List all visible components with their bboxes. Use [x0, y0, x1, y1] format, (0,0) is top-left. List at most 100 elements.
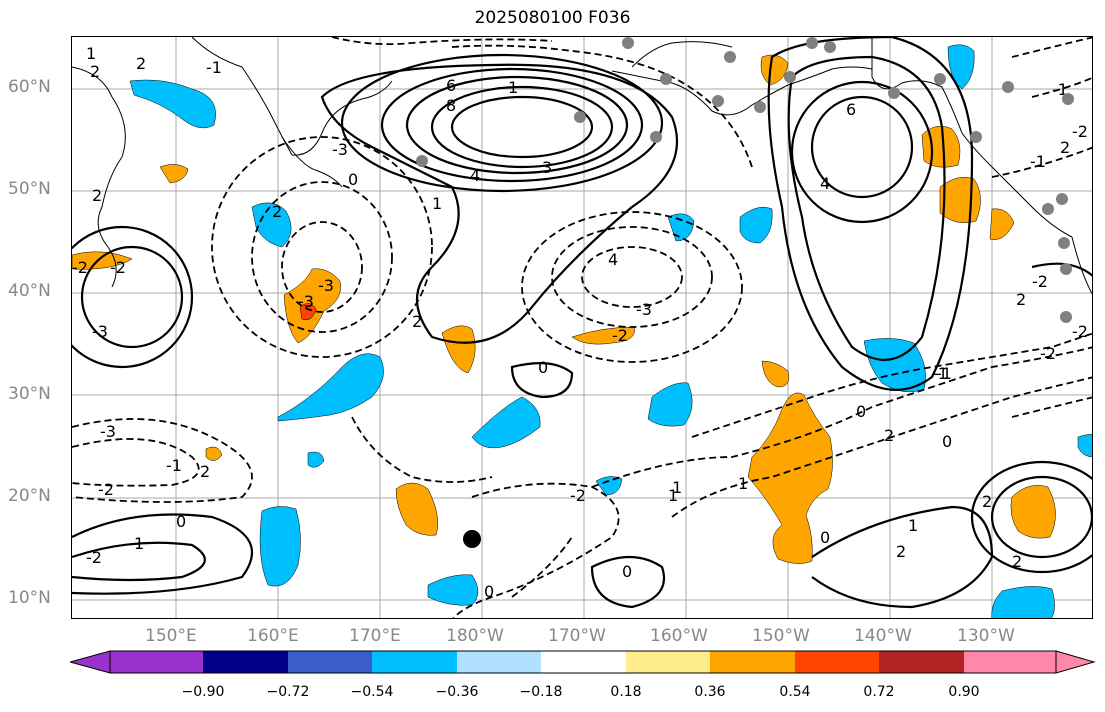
contour-label: -1 [166, 456, 182, 475]
negative-anomaly-patches [129, 44, 1092, 618]
map-canvas: 6 8 4 3 -3 1 0 -3 2 -2 4 -2 2 -3 2 -3 -3… [72, 37, 1092, 618]
contour-label: 2 [982, 492, 992, 511]
station-markers [416, 37, 1074, 323]
contour-label: -3 [332, 140, 348, 159]
contour-label: 0 [484, 582, 494, 601]
colorbar-swatch [626, 651, 710, 673]
contour-label: 0 [820, 528, 830, 547]
coastlines [72, 37, 1092, 295]
contour-label: 2 [896, 542, 906, 561]
positive-anomaly-patches [72, 54, 1056, 564]
colorbar-swatch [203, 651, 288, 673]
graticule [72, 37, 1092, 618]
contour-label: -1 [206, 58, 222, 77]
lat-label-50n: 50°N [8, 179, 51, 199]
colorbar-tick-label: 0.72 [863, 684, 895, 700]
contour-label: 2 [90, 62, 100, 81]
contour-label: -3 [636, 300, 652, 319]
contour-label: 0 [942, 432, 952, 451]
contour-label: 0 [622, 562, 632, 581]
colorbar-swatch [879, 651, 964, 673]
contour-label: -3 [100, 422, 116, 441]
contour-label: 3 [542, 158, 552, 177]
colorbar-tick-label: 0.54 [779, 684, 811, 700]
contour-label: 2 [1016, 290, 1026, 309]
lat-label-10n: 10°N [8, 588, 51, 608]
colorbar-swatch [110, 651, 203, 673]
contour-label: 2 [272, 202, 282, 221]
contour-label: -1 [1052, 80, 1068, 99]
negative-contours [72, 37, 1092, 618]
contour-label: 4 [470, 166, 480, 185]
contour-label: 1 [908, 516, 918, 535]
contour-label: 8 [446, 96, 456, 115]
colorbar-outline [109, 650, 1057, 674]
contour-label: -1 [936, 364, 952, 383]
contour-label: -2 [612, 326, 628, 345]
contour-label: -2 [1040, 344, 1056, 363]
map-panel[interactable]: 6 8 4 3 -3 1 0 -3 2 -2 4 -2 2 -3 2 -3 -3… [71, 36, 1093, 619]
contour-label: 6 [446, 76, 456, 95]
contour-label: -2 [98, 480, 114, 499]
contour-label: 2 [200, 462, 210, 481]
contour-label: -2 [72, 258, 88, 277]
colorbar-tick-label: 0.18 [610, 684, 642, 700]
contour-label: 2 [1060, 138, 1070, 157]
lon-label-170e: 170°E [349, 626, 401, 646]
lon-label-160e: 160°E [247, 626, 299, 646]
contour-label: -3 [318, 276, 334, 295]
contour-label: -2 [110, 258, 126, 277]
lon-label-160w: 160°W [650, 626, 708, 646]
contour-label: 1 [738, 474, 748, 493]
colorbar-swatch [964, 651, 1056, 673]
lon-label-180w: 180°W [446, 626, 504, 646]
reference-point-marker [463, 530, 481, 548]
colorbar-swatch [795, 651, 879, 673]
contour-label: 4 [608, 250, 618, 269]
contour-label: 2 [92, 186, 102, 205]
contour-label: 6 [846, 100, 856, 119]
contour-label: 1 [668, 486, 678, 505]
colorbar-swatch [288, 651, 372, 673]
strong-positive-core [299, 303, 317, 321]
colorbar-swatch [710, 651, 795, 673]
contour-label: -2 [86, 548, 102, 567]
lon-label-150e: 150°E [145, 626, 197, 646]
colorbar-tick-label: −0.54 [350, 684, 394, 700]
colorbar-arrow-left [70, 650, 111, 674]
contour-label: 1 [134, 534, 144, 553]
contour-label: 2 [136, 54, 146, 73]
contour-label: 0 [176, 512, 186, 531]
colorbar-swatch [541, 651, 626, 673]
colorbar-tick-label: −0.90 [181, 684, 225, 700]
lon-label-150w: 150°W [752, 626, 810, 646]
contour-label: 0 [538, 358, 548, 377]
contour-label: 1 [672, 478, 682, 497]
contour-label: 1 [86, 44, 96, 63]
contour-label: 1 [432, 194, 442, 213]
colorbar-tick-label: −0.72 [266, 684, 310, 700]
contour-label: -2 [570, 486, 586, 505]
contour-label: 0 [856, 402, 866, 421]
positive-contours [72, 37, 1092, 609]
lon-label-170w: 170°W [548, 626, 606, 646]
colorbar-tick-label: 0.90 [948, 684, 980, 700]
contour-label: -1 [1030, 152, 1046, 171]
contour-label: -3 [298, 292, 314, 311]
colorbar-swatch [372, 651, 457, 673]
contour-label: 2 [412, 312, 422, 331]
lat-label-60n: 60°N [8, 77, 51, 97]
lat-label-20n: 20°N [8, 486, 51, 506]
colorbar-swatch [457, 651, 541, 673]
contour-label: -3 [92, 322, 108, 341]
contour-label: 2 [884, 426, 894, 445]
contour-label: -2 [1072, 322, 1088, 341]
contour-label: -2 [1072, 122, 1088, 141]
colorbar-tick-label: 0.36 [694, 684, 726, 700]
colorbar-tick-label: −0.18 [519, 684, 563, 700]
lat-label-40n: 40°N [8, 281, 51, 301]
contour-labels: 6 8 4 3 -3 1 0 -3 2 -2 4 -2 2 -3 2 -3 -3… [72, 44, 1088, 601]
contour-label: 4 [820, 174, 830, 193]
lon-label-130w: 130°W [957, 626, 1015, 646]
map-title: 2025080100 F036 [474, 8, 631, 28]
